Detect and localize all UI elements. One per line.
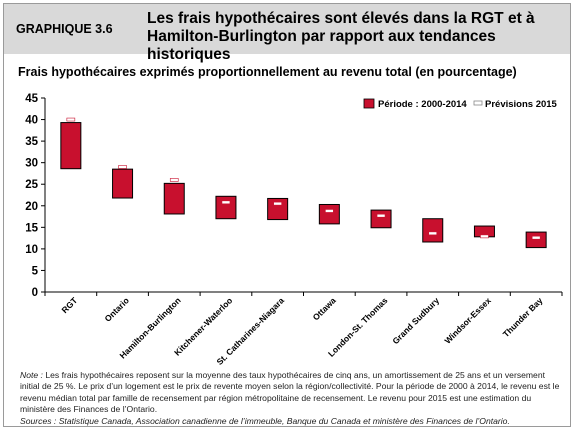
x-axis: RGT OntarioHamilton-BurlingtonKitchener-W… (44, 291, 563, 367)
y-tick-label: 10 (25, 244, 38, 256)
range-bar (163, 182, 185, 215)
note-label: Note : (20, 370, 43, 380)
forecast-marker (325, 209, 334, 213)
x-tick-label: Thunder Bay (501, 295, 545, 339)
title-line-1: Les frais hypothécaires sont élevés dans… (147, 10, 535, 27)
figure-title: Les frais hypothécaires sont élevés dans… (147, 10, 562, 64)
x-tick-label: Grand Sudbury (390, 295, 441, 346)
forecast-marker (376, 213, 386, 218)
y-tick-label: 15 (25, 222, 38, 234)
forecast-marker (428, 231, 438, 236)
figure-header (4, 4, 570, 54)
figure-frame (3, 3, 571, 427)
range-bar (60, 122, 82, 170)
range-bars (60, 122, 547, 249)
note-paragraph: Note : Les frais hypothécaires reposent … (20, 370, 565, 416)
forecast-marker (480, 234, 489, 239)
chart-subtitle: Frais hypothécaires exprimés proportionn… (18, 65, 517, 79)
legend: Période : 2000-2014 Prévisions 2015 (363, 98, 558, 110)
figure-notes: Note : Les frais hypothécaires reposent … (20, 370, 565, 427)
range-bar (525, 231, 547, 249)
forecast-markers (66, 117, 541, 240)
y-tick-label: 35 (25, 136, 38, 148)
y-tick-label: 30 (25, 158, 38, 170)
sources-paragraph: Sources : Statistique Canada, Associatio… (20, 416, 565, 427)
range-bar (422, 218, 444, 243)
y-tick-label: 25 (25, 179, 38, 191)
y-tick-label: 45 (25, 93, 38, 105)
y-tick-label: 20 (25, 201, 38, 213)
range-bar (267, 197, 289, 221)
y-axis: 0 5 10 15 20 25 30 35 40 45 (25, 93, 46, 299)
forecast-marker (273, 201, 282, 206)
forecast-marker (66, 117, 76, 122)
range-bar (112, 168, 134, 199)
x-tick-label: Ontario (103, 295, 131, 323)
x-tick-label: Windsor-Essex (442, 295, 493, 346)
x-tick-label: London-St. Thomas (326, 295, 390, 359)
legend-label-forecast: Prévisions 2015 (485, 99, 558, 110)
forecast-marker (169, 178, 179, 182)
range-bar (370, 209, 392, 229)
x-tick-label: Ottawa (311, 295, 338, 322)
forecast-marker (118, 165, 127, 169)
title-line-2: Hamilton-Burlington par rapport aux tend… (147, 28, 496, 63)
x-tick-label: RGT (59, 295, 79, 315)
sources-label: Sources : (20, 415, 57, 426)
y-tick-label: 0 (32, 287, 38, 299)
legend-label-range: Période : 2000-2014 (378, 99, 467, 110)
legend-swatch-forecast (473, 100, 483, 106)
forecast-marker (221, 200, 231, 205)
y-tick-label: 5 (32, 265, 39, 277)
graph-label: GRAPHIQUE 3.6 (16, 22, 113, 36)
sources-text: Statistique Canada, Association canadien… (56, 415, 510, 426)
forecast-marker (531, 235, 541, 240)
legend-swatch-range (363, 98, 375, 109)
range-bar (215, 195, 237, 220)
note-text: Les frais hypothécaires reposent sur la … (20, 370, 560, 415)
y-tick-label: 40 (25, 115, 38, 127)
range-bar (318, 203, 340, 225)
